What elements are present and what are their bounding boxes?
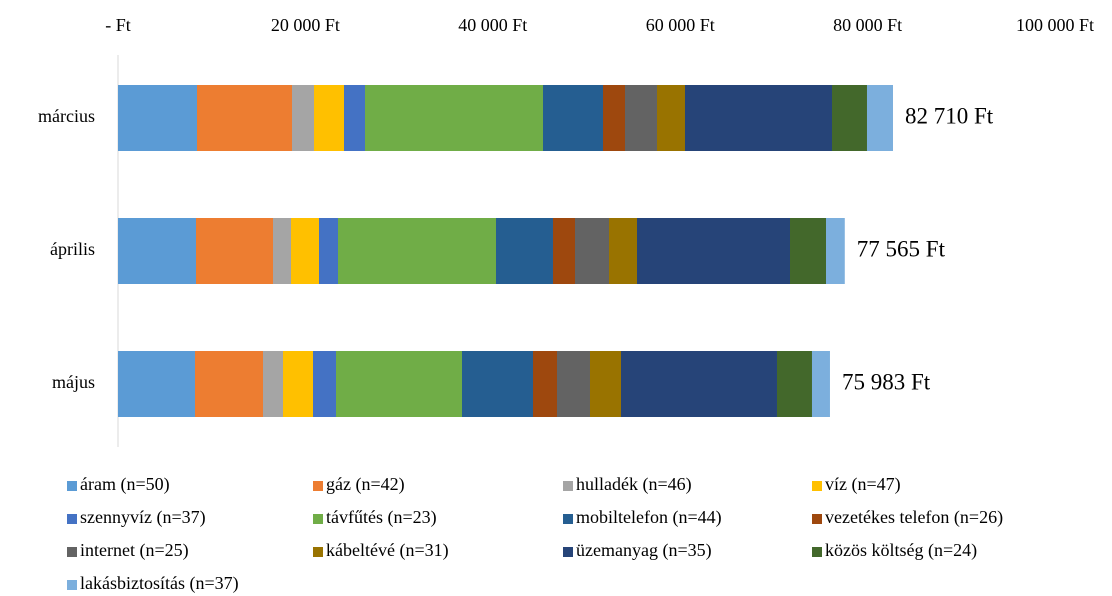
total-label: 75 983 Ft <box>842 369 931 394</box>
legend-swatch <box>812 547 822 557</box>
bar-segment <box>282 351 313 417</box>
legend-swatch <box>67 547 77 557</box>
bar-segment <box>495 218 553 284</box>
total-label: 82 710 Ft <box>905 103 994 128</box>
bar-segment <box>292 85 315 151</box>
bar-segment <box>118 351 196 417</box>
bar-segment <box>532 351 557 417</box>
bar-segment <box>195 218 273 284</box>
legend-label: víz (n=47) <box>825 474 901 495</box>
legend-label: gáz (n=42) <box>326 474 405 495</box>
legend-label: áram (n=50) <box>80 474 170 495</box>
bar-segment <box>263 351 283 417</box>
legend-swatch <box>313 547 323 557</box>
legend-label: kábeltévé (n=31) <box>326 540 449 561</box>
legend-label: üzemanyag (n=35) <box>576 540 712 561</box>
x-tick-label: 80 000 Ft <box>833 15 902 35</box>
legend-label: vezetékes telefon (n=26) <box>825 507 1003 528</box>
y-tick-label: április <box>50 239 95 259</box>
legend-swatch <box>563 481 573 491</box>
legend-label: távfűtés (n=23) <box>326 507 437 528</box>
y-tick-label: május <box>52 372 95 392</box>
x-tick-label: 20 000 Ft <box>271 15 340 35</box>
legend-label: szennyvíz (n=37) <box>80 507 206 528</box>
x-tick-label: 40 000 Ft <box>458 15 527 35</box>
legend-swatch <box>67 514 77 524</box>
bar-segment <box>636 218 790 284</box>
bar-segment <box>118 85 197 151</box>
legend-label: közös költség (n=24) <box>825 540 977 561</box>
bar-segment <box>603 85 626 151</box>
bar-segment <box>272 218 291 284</box>
legend-swatch <box>67 481 77 491</box>
bar-segment <box>684 85 832 151</box>
bar-segment <box>118 218 196 284</box>
legend-swatch <box>812 481 822 491</box>
x-tick-label: - Ft <box>105 15 131 35</box>
legend-label: hulladék (n=46) <box>576 474 692 495</box>
y-tick-label: március <box>38 106 95 126</box>
bar-segment <box>196 85 293 151</box>
bar-segment <box>290 218 319 284</box>
bar-segment <box>625 85 657 151</box>
total-label: 77 565 Ft <box>857 236 946 261</box>
bar-segment <box>620 351 777 417</box>
bar-segment <box>574 218 609 284</box>
bar-segment <box>344 85 366 151</box>
bar-segment <box>336 351 463 417</box>
bar-segment <box>556 351 590 417</box>
legend-swatch <box>313 481 323 491</box>
bar-segment <box>312 351 337 417</box>
bar-segment <box>656 85 685 151</box>
legend-swatch <box>563 547 573 557</box>
bar-segment <box>608 218 637 284</box>
legend-label: mobiltelefon (n=44) <box>576 507 722 528</box>
bar-segment <box>589 351 621 417</box>
bar-segment <box>552 218 575 284</box>
legend-swatch <box>563 514 573 524</box>
bar-segment <box>462 351 533 417</box>
legend-label: lakásbiztosítás (n=37) <box>80 573 239 594</box>
bar-segment <box>789 218 826 284</box>
bar-segment <box>866 85 893 151</box>
x-tick-label: 60 000 Ft <box>646 15 715 35</box>
bar-segment <box>318 218 338 284</box>
bar-segment <box>337 218 496 284</box>
bar-segment <box>776 351 812 417</box>
bar-segment <box>195 351 264 417</box>
bar-segment <box>314 85 345 151</box>
x-tick-label: 100 000 Ft <box>1016 15 1094 35</box>
legend-swatch <box>313 514 323 524</box>
bar-segment <box>543 85 604 151</box>
legend-label: internet (n=25) <box>80 540 189 561</box>
bar-segment <box>831 85 867 151</box>
legend-swatch <box>67 580 77 590</box>
bar-segment <box>365 85 544 151</box>
bar-segment <box>811 351 830 417</box>
legend-swatch <box>812 514 822 524</box>
bar-segment <box>825 218 845 284</box>
